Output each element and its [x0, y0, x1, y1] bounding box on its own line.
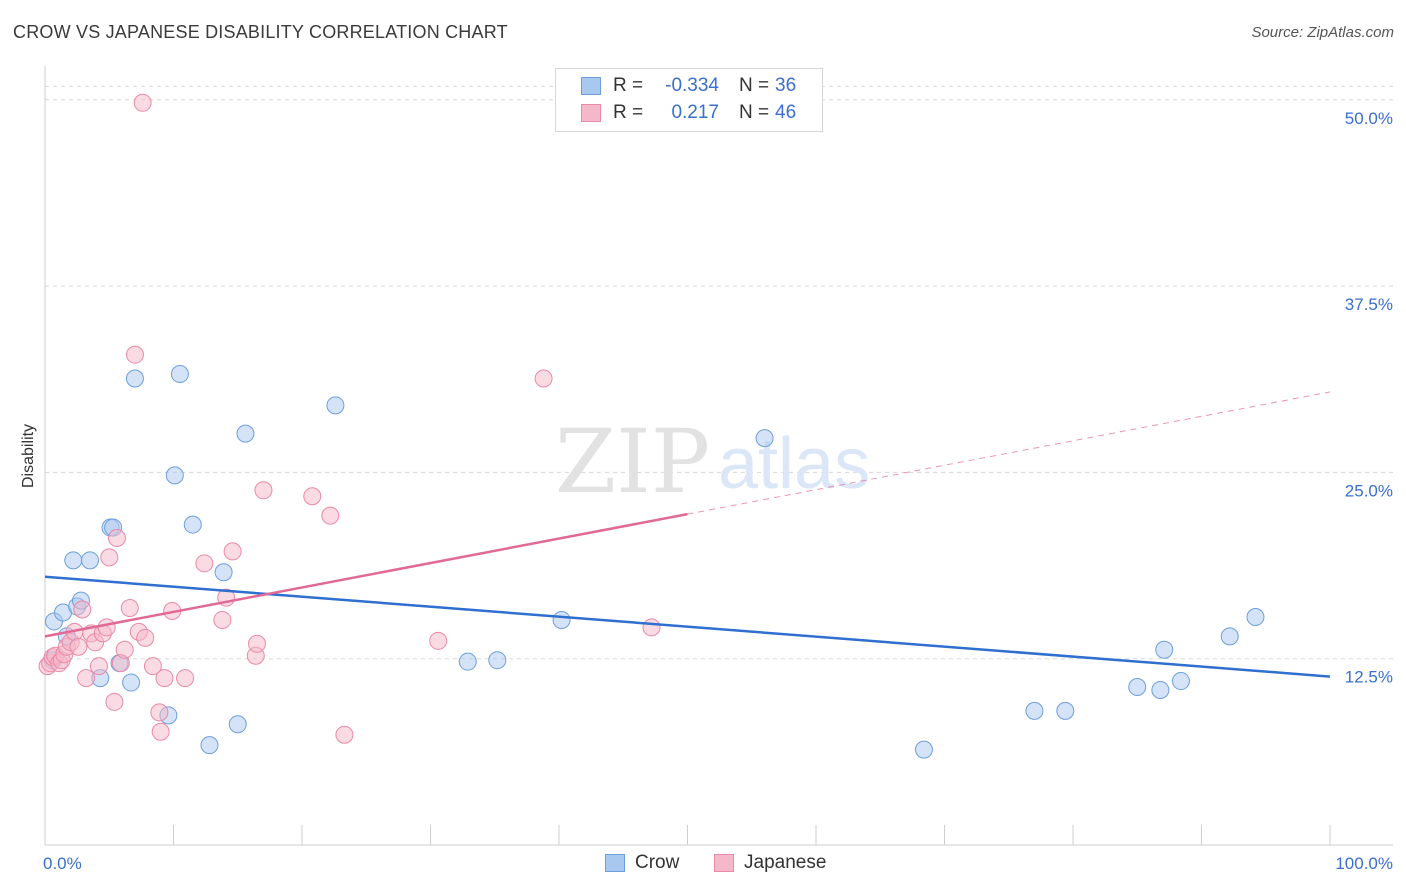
japanese-point: [77, 669, 96, 688]
stats-row-japanese: R = 0.217 N = 46: [581, 100, 796, 126]
crow-point: [183, 515, 202, 534]
crow-point: [1220, 627, 1239, 646]
crow-r-label: R =: [613, 75, 644, 96]
y-tick-label: 37.5%: [1345, 295, 1393, 314]
japanese-r-value: 0.217: [671, 102, 719, 123]
japanese-point: [254, 481, 273, 500]
japanese-point: [642, 618, 661, 637]
x-tick-label: 0.0%: [43, 854, 82, 873]
crow-legend-label: Crow: [635, 852, 680, 873]
legend-item-crow[interactable]: Crow: [605, 852, 679, 874]
japanese-n-value: 46: [775, 102, 797, 123]
crow-point: [214, 563, 233, 582]
crow-point: [914, 740, 933, 759]
crow-legend-icon: [605, 854, 625, 872]
points-layer: [38, 93, 1265, 759]
y-tick-label: 50.0%: [1345, 109, 1393, 128]
watermark: ZIP atlas: [555, 410, 870, 513]
crow-point: [1025, 701, 1044, 720]
japanese-point: [150, 703, 169, 722]
crow-point: [552, 610, 571, 629]
axis-layer: 12.5% 25.0% 37.5% 50.0% 0.0% 100.0%: [43, 66, 1393, 873]
crow-trend-line: [44, 575, 1331, 678]
crow-n-label: N =: [739, 75, 770, 96]
crow-point: [488, 651, 507, 670]
crow-point: [1056, 701, 1075, 720]
japanese-point: [429, 631, 448, 650]
japanese-point: [105, 692, 124, 711]
japanese-point: [107, 528, 126, 547]
japanese-swatch-icon: [581, 104, 601, 122]
crow-point: [1151, 681, 1170, 699]
y-tick-label: 25.0%: [1345, 481, 1393, 500]
stats-row-crow: R = -0.334 N = 36: [581, 73, 796, 99]
crow-point: [165, 466, 184, 485]
crow-point: [125, 369, 144, 388]
crow-point: [80, 551, 99, 570]
japanese-point: [125, 345, 144, 364]
japanese-point: [133, 93, 152, 112]
crow-point: [755, 429, 774, 448]
japanese-point: [143, 657, 162, 676]
crow-point: [236, 424, 255, 443]
japanese-point: [335, 725, 354, 744]
japanese-point: [151, 722, 170, 741]
japanese-point: [248, 634, 267, 653]
japanese-trend-line: [44, 512, 688, 638]
japanese-point: [136, 628, 155, 647]
crow-point: [1171, 672, 1190, 691]
crow-point: [1128, 678, 1147, 697]
japanese-point: [115, 640, 134, 659]
japanese-r-label: R =: [613, 102, 644, 123]
japanese-point: [223, 542, 242, 561]
watermark-atlas: atlas: [718, 424, 870, 504]
chart-title: CROW VS JAPANESE DISABILITY CORRELATION …: [13, 22, 508, 42]
crow-point: [1155, 640, 1174, 659]
crow-point: [458, 652, 477, 671]
crow-point: [326, 396, 345, 415]
japanese-point: [120, 599, 139, 618]
crow-point: [170, 365, 189, 384]
japanese-point: [213, 610, 232, 629]
source-label: Source: ZipAtlas.com: [1251, 24, 1394, 41]
japanese-legend-icon: [714, 854, 734, 872]
crow-r-value: -0.334: [665, 75, 719, 96]
legend-item-japanese[interactable]: Japanese: [714, 852, 826, 874]
japanese-point: [89, 657, 108, 676]
crow-point: [200, 736, 219, 755]
japanese-point: [303, 487, 322, 506]
x-tick-label: 100.0%: [1335, 854, 1393, 873]
japanese-point: [534, 369, 553, 388]
y-axis-title: Disability: [20, 424, 37, 488]
japanese-point: [176, 669, 195, 688]
japanese-point: [100, 548, 119, 567]
crow-point: [64, 551, 83, 570]
japanese-point: [97, 618, 116, 637]
crow-n-value: 36: [775, 75, 797, 96]
crow-point: [1246, 607, 1265, 626]
y-tick-label: 12.5%: [1345, 668, 1393, 687]
japanese-point: [321, 506, 340, 525]
japanese-point: [155, 669, 174, 688]
watermark-zip: ZIP: [555, 410, 710, 513]
stats-box: R = -0.334 N = 36 R = 0.217 N = 46: [555, 68, 823, 132]
japanese-n-label: N =: [739, 102, 770, 123]
japanese-point: [73, 600, 92, 619]
grid-layer: [45, 85, 1393, 660]
japanese-point: [69, 637, 88, 656]
crow-point: [228, 715, 247, 734]
japanese-legend-label: Japanese: [744, 852, 827, 873]
japanese-point: [195, 554, 214, 573]
crow-point: [122, 673, 141, 692]
crow-swatch-icon: [581, 77, 601, 95]
trend-layer: [44, 391, 1331, 678]
